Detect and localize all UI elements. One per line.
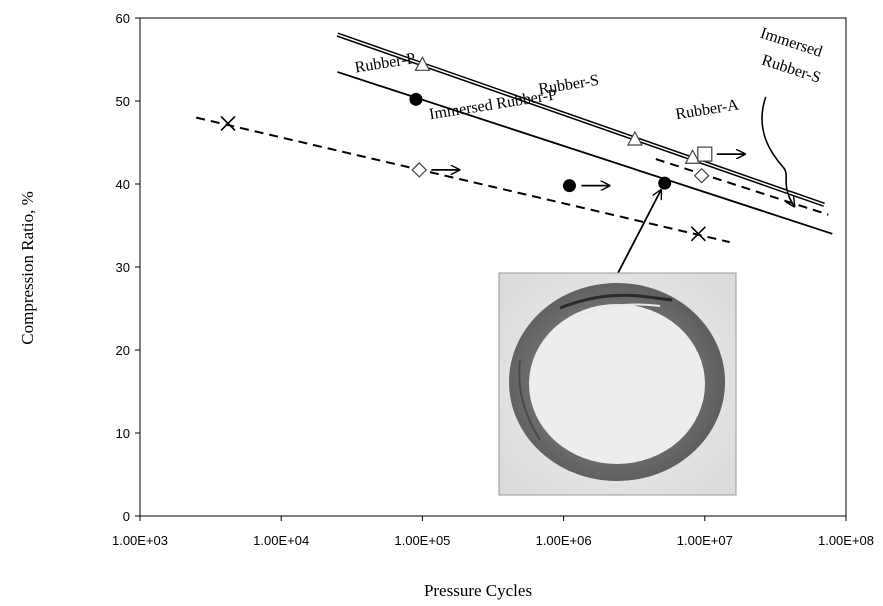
x-marker bbox=[690, 226, 706, 242]
x-tick-label: 1.00E+03 bbox=[112, 533, 168, 548]
data-markers bbox=[220, 56, 713, 242]
fit-lines bbox=[195, 32, 833, 244]
x-marker bbox=[220, 115, 236, 131]
x-tick-label: 1.00E+05 bbox=[394, 533, 450, 548]
y-tick-label: 30 bbox=[116, 260, 130, 275]
y-axis: 0 10 20 30 40 50 60 bbox=[116, 11, 140, 524]
square-marker bbox=[697, 146, 713, 162]
x-axis-title: Pressure Cycles bbox=[424, 581, 532, 600]
fractured-o-ring-photo bbox=[498, 190, 737, 496]
y-tick-label: 20 bbox=[116, 343, 130, 358]
triangle-marker bbox=[626, 130, 643, 146]
y-tick-label: 10 bbox=[116, 426, 130, 441]
photo-pointer-arrow bbox=[617, 190, 661, 274]
series-label: Immersed Rubber-P bbox=[428, 86, 558, 123]
immersed-rubber-p-fit-line bbox=[195, 116, 730, 244]
rubber-s-fit-line-inner bbox=[337, 33, 825, 206]
circle-marker bbox=[658, 176, 672, 190]
y-axis-title: Compression Ratio, % bbox=[18, 191, 37, 344]
x-tick-label: 1.00E+06 bbox=[536, 533, 592, 548]
immersed-rubber-s-fit-line bbox=[655, 158, 829, 216]
y-tick-label: 60 bbox=[116, 11, 130, 26]
y-tick-label: 50 bbox=[116, 94, 130, 109]
circle-marker bbox=[562, 179, 576, 193]
circle-marker bbox=[409, 92, 423, 106]
x-axis: 1.00E+03 1.00E+04 1.00E+05 1.00E+06 1.00E+07… bbox=[112, 516, 874, 548]
y-tick-label: 40 bbox=[116, 177, 130, 192]
triangle-marker bbox=[414, 56, 431, 71]
immersed-rubber-s-callout bbox=[761, 96, 794, 207]
x-tick-label: 1.00E+04 bbox=[253, 533, 309, 548]
y-tick-label: 0 bbox=[123, 509, 130, 524]
series-label: Rubber-P bbox=[354, 50, 417, 76]
triangle-marker bbox=[684, 149, 701, 164]
series-label: Rubber-A bbox=[674, 96, 740, 123]
x-tick-label: 1.00E+08 bbox=[818, 533, 874, 548]
diamond-marker bbox=[693, 167, 710, 184]
plot-area bbox=[139, 17, 847, 517]
diamond-marker bbox=[411, 162, 428, 178]
arrows bbox=[431, 96, 794, 207]
x-tick-label: 1.00E+07 bbox=[677, 533, 733, 548]
